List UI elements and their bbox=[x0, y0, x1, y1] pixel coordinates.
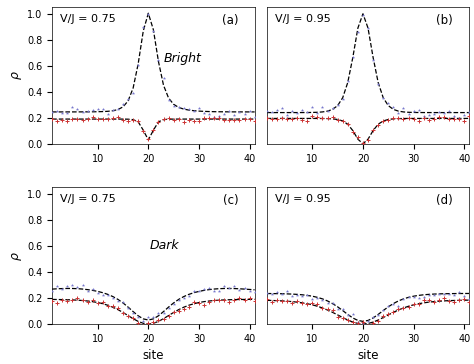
Text: (b): (b) bbox=[436, 14, 453, 27]
Text: (a): (a) bbox=[222, 14, 238, 27]
Text: V/J = 0.75: V/J = 0.75 bbox=[60, 194, 116, 204]
Text: (c): (c) bbox=[223, 194, 238, 207]
Text: (d): (d) bbox=[436, 194, 453, 207]
Text: Dark: Dark bbox=[149, 239, 179, 252]
Text: V/J = 0.95: V/J = 0.95 bbox=[275, 14, 331, 24]
Text: V/J = 0.95: V/J = 0.95 bbox=[275, 194, 331, 204]
Y-axis label: $\rho$: $\rho$ bbox=[10, 251, 24, 261]
Text: V/J = 0.75: V/J = 0.75 bbox=[60, 14, 116, 24]
Text: Bright: Bright bbox=[164, 52, 201, 65]
Y-axis label: $\rho$: $\rho$ bbox=[10, 71, 24, 80]
X-axis label: site: site bbox=[357, 349, 379, 362]
X-axis label: site: site bbox=[143, 349, 164, 362]
